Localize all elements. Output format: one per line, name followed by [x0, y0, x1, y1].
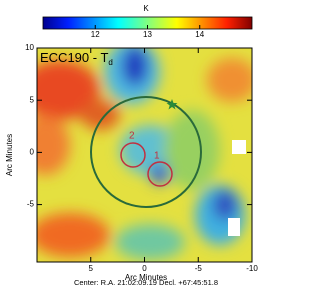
chart: 1 2 ECC190 - Td K Arc Minutes Arc Minute…: [5, 4, 258, 287]
colorbar-label: K: [143, 4, 149, 13]
colorbar-tick-label: 14: [195, 30, 204, 39]
y-axis-label: Arc Minutes: [5, 134, 14, 176]
x-tick-label: 5: [89, 264, 94, 273]
y-tick-label: 5: [30, 95, 35, 104]
source-circle: [147, 161, 173, 187]
annotation-label: 2: [129, 131, 135, 142]
annotation-label: 1: [154, 151, 160, 162]
aperture-circle: [90, 96, 202, 208]
colorbar-tick-label: 12: [91, 30, 100, 39]
y-tick-label: 0: [30, 147, 35, 156]
x-tick-label: -5: [195, 264, 203, 273]
title-subscript: d: [108, 58, 112, 67]
x-tick-label: -10: [246, 264, 258, 273]
chart-title: ECC190 - Td: [40, 50, 113, 67]
x-tick-label: 0: [142, 264, 147, 273]
y-tick-label: -5: [27, 200, 35, 209]
colorbar-tick-label: 13: [143, 30, 152, 39]
star-marker: [166, 99, 178, 110]
heatmap-image: [37, 48, 252, 262]
title-main: ECC190 - T: [40, 50, 108, 65]
y-tick-label: 10: [25, 43, 34, 52]
x-axis-label: Arc Minutes: [125, 273, 167, 282]
source-circle: [120, 142, 146, 168]
caption: Center: R.A. 21:02:09.19 Decl. +67:45:51…: [74, 278, 218, 287]
